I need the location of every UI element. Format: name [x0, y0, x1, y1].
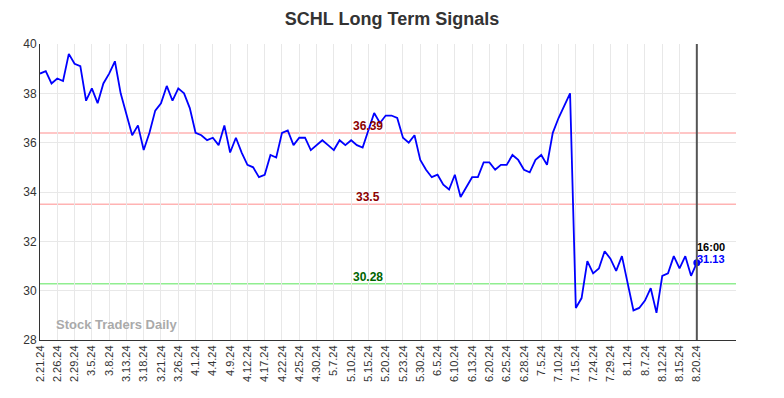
- svg-text:8.7.24: 8.7.24: [639, 345, 651, 376]
- svg-text:6.20.24: 6.20.24: [483, 345, 495, 382]
- svg-text:4.25.24: 4.25.24: [293, 345, 305, 382]
- svg-text:8.1.24: 8.1.24: [621, 345, 633, 376]
- svg-text:3.18.24: 3.18.24: [137, 345, 149, 382]
- svg-text:7.29.24: 7.29.24: [604, 345, 616, 382]
- svg-text:Stock Traders Daily: Stock Traders Daily: [56, 317, 177, 332]
- svg-text:7.15.24: 7.15.24: [569, 345, 581, 382]
- svg-text:4.1.24: 4.1.24: [189, 345, 201, 376]
- svg-text:30.28: 30.28: [353, 270, 383, 284]
- svg-text:34: 34: [23, 185, 37, 199]
- svg-text:5.10.24: 5.10.24: [345, 345, 357, 382]
- svg-text:6.10.24: 6.10.24: [448, 345, 460, 382]
- svg-text:8.20.24: 8.20.24: [690, 345, 702, 382]
- svg-text:4.4.24: 4.4.24: [206, 345, 218, 376]
- svg-text:3.8.24: 3.8.24: [103, 345, 115, 376]
- svg-text:4.17.24: 4.17.24: [258, 345, 270, 382]
- svg-text:8.15.24: 8.15.24: [673, 345, 685, 382]
- svg-text:16:00: 16:00: [697, 241, 725, 253]
- svg-text:8.12.24: 8.12.24: [656, 345, 668, 382]
- svg-text:4.9.24: 4.9.24: [224, 345, 236, 376]
- svg-text:38: 38: [23, 87, 37, 101]
- svg-text:SCHL Long Term Signals: SCHL Long Term Signals: [285, 9, 499, 29]
- svg-text:28: 28: [23, 333, 37, 347]
- svg-text:4.22.24: 4.22.24: [276, 345, 288, 382]
- svg-text:3.26.24: 3.26.24: [172, 345, 184, 382]
- svg-text:6.5.24: 6.5.24: [431, 345, 443, 376]
- svg-text:4.30.24: 4.30.24: [310, 345, 322, 382]
- svg-text:6.28.24: 6.28.24: [518, 345, 530, 382]
- svg-text:36.39: 36.39: [353, 119, 383, 133]
- svg-text:5.15.24: 5.15.24: [362, 345, 374, 382]
- svg-text:5.20.24: 5.20.24: [379, 345, 391, 382]
- svg-text:5.23.24: 5.23.24: [397, 345, 409, 382]
- svg-text:30: 30: [23, 284, 37, 298]
- svg-text:5.30.24: 5.30.24: [414, 345, 426, 382]
- svg-text:7.5.24: 7.5.24: [535, 345, 547, 376]
- svg-text:3.13.24: 3.13.24: [120, 345, 132, 382]
- svg-text:5.7.24: 5.7.24: [327, 345, 339, 376]
- svg-text:31.13: 31.13: [697, 253, 725, 265]
- svg-text:2.26.24: 2.26.24: [51, 345, 63, 382]
- svg-text:2.21.24: 2.21.24: [34, 345, 46, 382]
- svg-text:4.12.24: 4.12.24: [241, 345, 253, 382]
- svg-text:2.29.24: 2.29.24: [68, 345, 80, 382]
- svg-text:36: 36: [23, 136, 37, 150]
- svg-text:3.21.24: 3.21.24: [155, 345, 167, 382]
- svg-text:7.10.24: 7.10.24: [552, 345, 564, 382]
- svg-text:6.13.24: 6.13.24: [466, 345, 478, 382]
- svg-text:3.5.24: 3.5.24: [85, 345, 97, 376]
- svg-text:40: 40: [23, 37, 37, 51]
- svg-text:7.24.24: 7.24.24: [587, 345, 599, 382]
- svg-text:32: 32: [23, 235, 37, 249]
- svg-text:33.5: 33.5: [356, 190, 380, 204]
- svg-text:6.25.24: 6.25.24: [500, 345, 512, 382]
